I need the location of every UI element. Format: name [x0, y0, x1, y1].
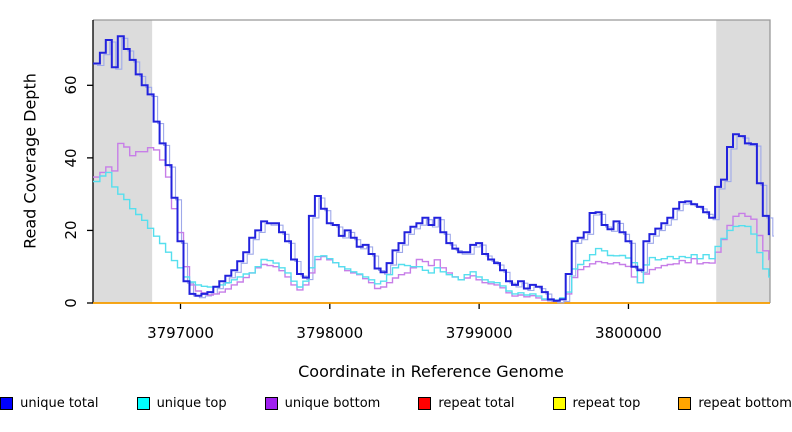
y-tick-label: 20 — [62, 220, 80, 240]
legend-label: repeat top — [572, 396, 641, 411]
y-tick-label: 60 — [62, 75, 80, 95]
plot-border — [93, 19, 771, 303]
y-axis-label: Read Coverage Depth — [20, 73, 40, 249]
legend-swatch-unique-bottom — [264, 397, 278, 410]
legend-label: repeat bottom — [698, 396, 792, 411]
legend-item-repeat-top: repeat top — [552, 396, 641, 411]
legend-label: repeat total — [438, 396, 515, 411]
legend-item-unique-bottom: unique bottom — [264, 396, 381, 411]
legend-item-unique-total: unique total — [0, 396, 99, 411]
series-unique-total-echo — [97, 37, 774, 304]
y-tick-label: 40 — [62, 148, 80, 168]
y-tick-label: 0 — [62, 298, 80, 308]
legend-item-repeat-bottom: repeat bottom — [678, 396, 792, 411]
legend-label: unique top — [156, 396, 227, 411]
x-tick-label: 3797000 — [147, 324, 214, 342]
axis-lines — [92, 20, 770, 304]
legend-swatch-repeat-total — [418, 397, 432, 410]
legend-swatch-repeat-top — [552, 397, 566, 410]
legend-label: unique total — [20, 396, 99, 411]
x-tick-label: 3800000 — [595, 324, 662, 342]
legend-swatch-unique-total — [0, 397, 14, 410]
legend-item-unique-top: unique top — [136, 396, 227, 411]
shaded-region — [716, 20, 770, 303]
x-axis-label: Coordinate in Reference Genome — [298, 362, 564, 381]
legend-label: unique bottom — [284, 396, 381, 411]
x-tick-label: 3799000 — [445, 324, 513, 342]
legend-swatch-unique-top — [136, 397, 150, 410]
series-unique-top — [93, 171, 770, 301]
series-unique-total — [93, 35, 770, 302]
legend-swatch-repeat-bottom — [678, 397, 692, 410]
series-unique-bottom — [93, 142, 770, 302]
legend: unique total unique top unique bottom repea… — [0, 396, 792, 411]
legend-item-repeat-total: repeat total — [418, 396, 515, 411]
x-tick-label: 3798000 — [296, 324, 364, 342]
shaded-region — [93, 20, 153, 303]
